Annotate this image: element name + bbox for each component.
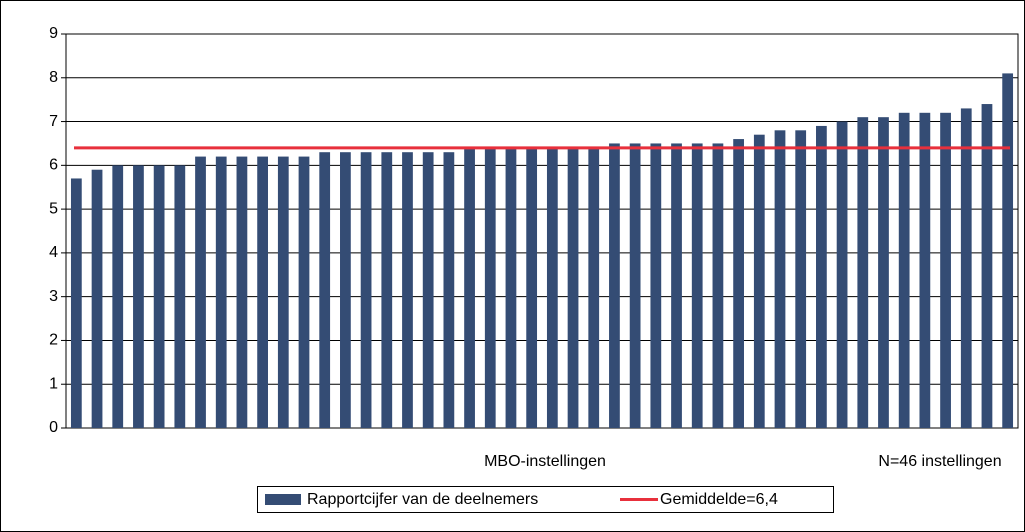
bar [753,134,765,428]
bar [443,152,455,428]
bar [1002,73,1014,429]
bar [546,147,558,429]
bar [567,147,579,429]
bar [381,152,393,428]
annotation: N=46 instellingen [878,453,1001,470]
bar [340,152,351,428]
bar [898,112,910,429]
bar [712,143,724,428]
y-tick-label: 0 [49,419,58,436]
y-tick-label: 1 [49,375,58,392]
bar [919,112,931,429]
bar [609,143,620,428]
legend-swatch [265,494,301,505]
bar [484,147,496,429]
bar [422,152,434,428]
y-tick-label: 8 [49,69,58,86]
x-axis-label: MBO-instellingen [484,453,606,470]
legend-label: Rapportcijfer van de deelnemers [307,491,538,508]
bar [671,143,682,428]
bar [195,156,206,429]
bar [857,117,869,428]
bar [691,143,703,428]
bar [402,152,413,428]
y-tick-label: 5 [49,200,58,217]
y-tick-label: 9 [49,25,58,42]
bar [174,165,186,429]
bar [629,143,641,428]
y-tick-label: 2 [49,332,58,349]
bar [360,152,372,428]
bar [215,156,227,429]
bar [319,152,331,428]
bar [650,143,662,428]
bar [277,156,289,429]
bar [526,147,538,429]
bar [981,104,993,429]
legend-label: Gemiddelde=6,4 [660,491,778,508]
bar [257,156,268,429]
y-tick-label: 6 [49,157,58,174]
y-tick-label: 4 [49,244,58,261]
bar [91,169,103,428]
bar [588,147,600,429]
bar [774,130,786,429]
legend-box [257,486,834,513]
bar [816,125,827,428]
bar [298,156,310,429]
bar [960,108,972,428]
y-tick-label: 3 [49,288,58,305]
bar [133,165,144,429]
y-tick-label: 7 [49,113,58,130]
bar [733,139,744,429]
bar [236,156,248,429]
bar [112,165,124,429]
bar [795,130,807,429]
bar [153,165,165,429]
bar [505,147,517,429]
bar [940,112,951,429]
bar [836,121,848,429]
bar [70,178,82,428]
bar [464,147,475,429]
plot-frame [65,33,1019,429]
bar [878,117,889,428]
